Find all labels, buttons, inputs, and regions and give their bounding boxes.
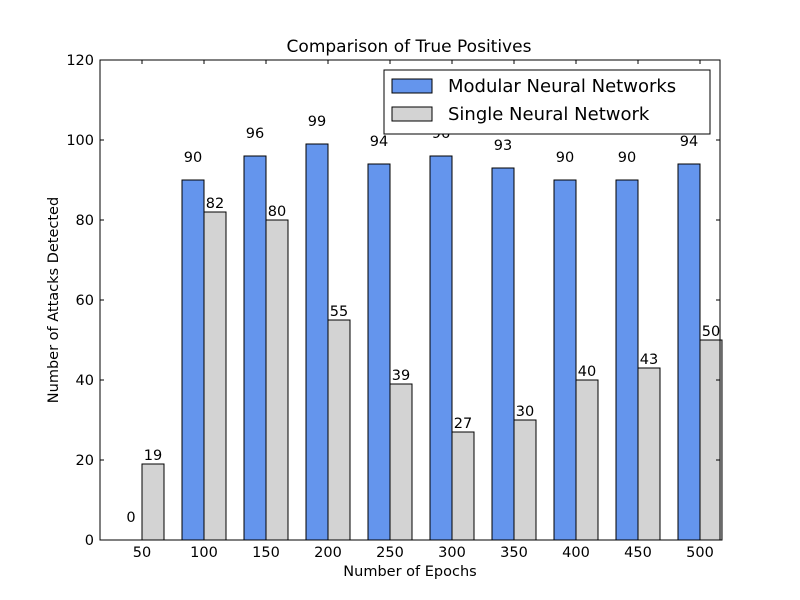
data-label-single-250: 39 [392,368,410,384]
bar-single-50 [141,463,165,541]
y-tick-label-0: 0 [85,533,94,549]
data-label-single-150: 80 [268,204,286,220]
y-tick-label-120: 120 [66,53,94,69]
data-label-modular-400: 90 [556,150,574,166]
bar-modular-300 [429,155,453,541]
legend-label-single: Single Neural Network [448,104,650,125]
data-label-single-200: 55 [330,304,348,320]
y-tick-label-60: 60 [76,293,94,309]
bar-single-350 [513,419,537,541]
axes-layer: 50 100 150 200 250 300 350 400 450 50002040608010… [66,53,720,561]
bar-single-500 [699,339,723,541]
bar-modular-100 [181,179,205,541]
y-axis-label: Number of Attacks Detected [46,197,62,403]
bar-modular-150 [243,155,267,541]
data-label-single-400: 40 [578,364,596,380]
bar-modular-500 [677,163,701,541]
data-label-modular-150: 96 [246,126,264,142]
bar-single-300 [451,431,475,541]
data-label-modular-100: 90 [184,150,202,166]
data-label-single-450: 43 [640,352,658,368]
bar-modular-400 [553,179,577,541]
x-tick-label-250: 250 [376,545,404,561]
x-tick-label-50: 50 [133,545,151,561]
x-axis-label: Number of Epochs [343,564,476,580]
data-labels-layer: 090969994969390909419828055392730404350 [126,114,720,526]
data-label-single-300: 27 [454,416,472,432]
bar-single-400 [575,379,599,541]
y-tick-label-40: 40 [76,373,94,389]
bar-modular-450 [615,179,639,541]
data-label-modular-350: 93 [494,138,512,154]
x-tick-label-150: 150 [252,545,280,561]
legend-swatch-modular [391,78,433,94]
x-tick-label-100: 100 [190,545,218,561]
legend: Modular Neural Networks Single Neural Net… [383,69,711,135]
bar-modular-250 [367,163,391,541]
data-label-single-50: 19 [144,448,162,464]
bar-single-100 [203,211,227,541]
data-label-single-350: 30 [516,404,534,420]
legend-box [383,69,711,135]
data-label-modular-250: 94 [370,134,388,150]
y-tick-label-80: 80 [76,213,94,229]
data-label-single-100: 82 [206,196,224,212]
x-tick-label-350: 350 [500,545,528,561]
y-tick-label-100: 100 [66,133,94,149]
data-label-modular-450: 90 [618,150,636,166]
x-tick-label-400: 400 [562,545,590,561]
data-label-modular-50: 0 [126,510,135,526]
legend-label-modular: Modular Neural Networks [448,76,676,97]
bar-single-250 [389,383,413,541]
y-tick-label-20: 20 [76,453,94,469]
bar-single-450 [637,367,661,541]
x-tick-label-300: 300 [438,545,466,561]
bar-single-200 [327,319,351,541]
legend-swatch-single [391,106,433,122]
data-label-modular-200: 99 [308,114,326,130]
bar-modular-200 [305,143,329,541]
x-tick-label-200: 200 [314,545,342,561]
data-label-single-500: 50 [702,324,720,340]
bar-modular-350 [491,167,515,541]
bars-layer [141,143,723,541]
bar-single-150 [265,219,289,541]
x-tick-label-500: 500 [686,545,714,561]
chart-title: Comparison of True Positives [287,37,532,57]
x-tick-label-450: 450 [624,545,652,561]
data-label-modular-500: 94 [680,134,698,150]
